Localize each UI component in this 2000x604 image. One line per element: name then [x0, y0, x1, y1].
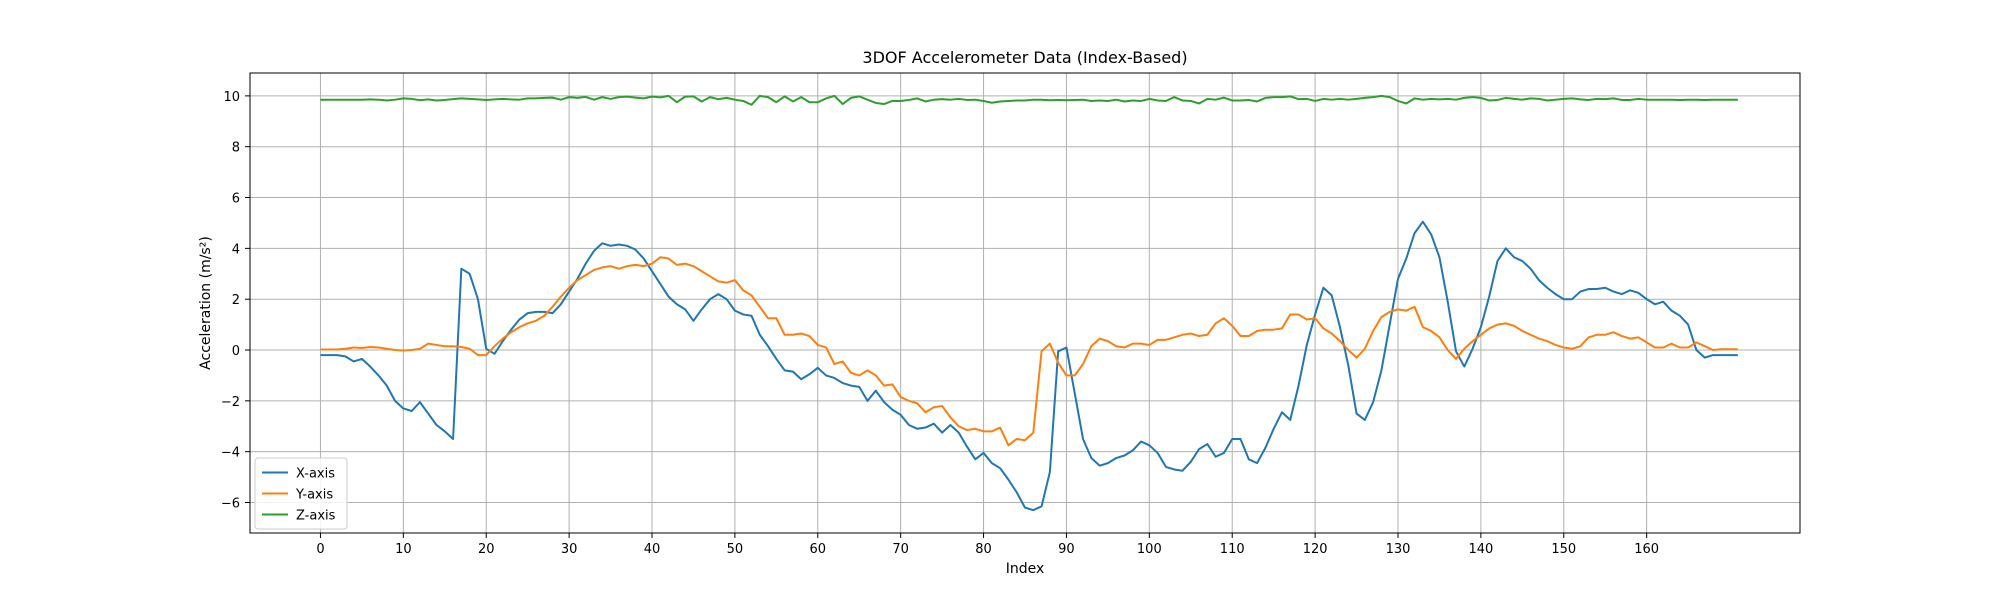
x-tick-label: 90 — [1058, 542, 1075, 557]
x-tick-label: 30 — [561, 542, 578, 557]
series-line-z-axis — [320, 94, 1738, 106]
x-tick-label: 60 — [810, 542, 827, 557]
y-tick-label: 6 — [232, 192, 240, 207]
x-tick-label: 140 — [1468, 542, 1493, 557]
y-tick-label: 0 — [232, 344, 240, 359]
series-line-x-axis — [320, 220, 1738, 512]
x-tick-label: 40 — [644, 542, 661, 557]
x-tick-label: 70 — [892, 542, 909, 557]
y-tick-label: 8 — [232, 141, 240, 156]
x-tick-label: 50 — [727, 542, 744, 557]
x-tick-label: 120 — [1303, 542, 1328, 557]
x-tick-label: 20 — [478, 542, 495, 557]
y-axis-label: Acceleration (m/s²) — [198, 236, 214, 370]
x-tick-label: 10 — [395, 542, 412, 557]
x-tick-label: 0 — [316, 542, 324, 557]
legend-box — [254, 457, 348, 530]
y-tick-label: −4 — [221, 446, 240, 461]
y-tick-label: −6 — [221, 497, 240, 512]
x-tick-label: 150 — [1551, 542, 1576, 557]
y-tick-label: 10 — [223, 90, 240, 105]
legend-label: Y-axis — [295, 488, 333, 503]
plot-frame — [249, 72, 1801, 534]
legend-label: Z-axis — [296, 509, 336, 524]
x-axis-label: Index — [1006, 561, 1045, 577]
y-tick-label: 2 — [232, 293, 240, 308]
x-tick-label: 80 — [975, 542, 992, 557]
series-lines — [320, 94, 1738, 512]
legend: X-axis Y-axis Z-axis — [254, 457, 348, 530]
y-axis-ticks: −6 −4 −2 0 2 4 6 8 10 — [221, 90, 250, 512]
x-tick-label: 160 — [1634, 542, 1659, 557]
legend-label: X-axis — [296, 467, 335, 482]
y-tick-label: −2 — [221, 395, 240, 410]
chart-title: 3DOF Accelerometer Data (Index-Based) — [862, 48, 1187, 67]
grid-lines — [250, 73, 1800, 533]
series-line-y-axis — [320, 256, 1738, 447]
x-tick-label: 100 — [1137, 542, 1162, 557]
y-tick-label: 4 — [232, 242, 240, 257]
x-tick-label: 110 — [1220, 542, 1245, 557]
x-axis-ticks: 0 10 20 30 40 50 60 70 80 90 100 110 120 130 140 150 160 — [316, 533, 1659, 557]
x-tick-label: 130 — [1386, 542, 1411, 557]
